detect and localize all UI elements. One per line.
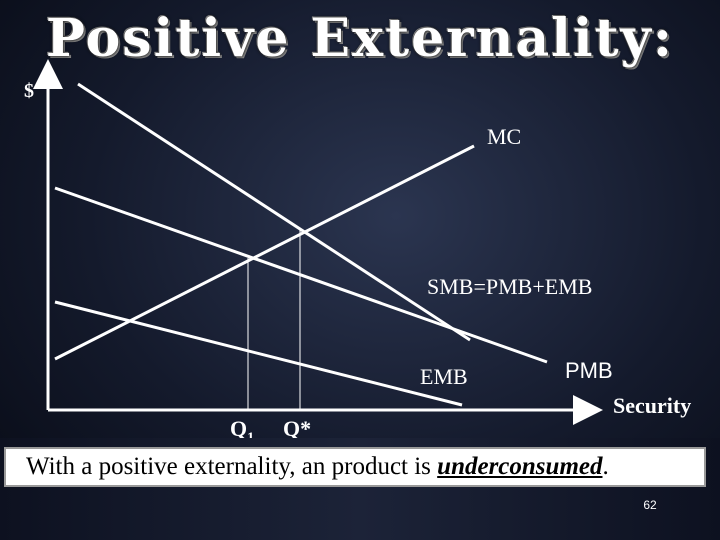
pmb-label: PMB [565, 358, 613, 383]
q1-label-subscript: 1 [247, 430, 254, 445]
caption-suffix: . [602, 453, 609, 480]
slide-title: Positive Externality: [45, 8, 675, 69]
mc-label: MC [487, 124, 522, 149]
caption-emphasis: underconsumed [437, 453, 603, 480]
x-axis-label: Security [613, 393, 692, 418]
caption-box: With a positive externality, an product … [4, 447, 706, 487]
page-number: 62 [643, 498, 657, 512]
pmb-curve [54, 186, 548, 364]
qstar-label: Q* [283, 416, 312, 441]
smb-label: SMB=PMB+EMB [427, 274, 593, 299]
smb-curve [77, 82, 471, 342]
q1-label-base: Q [230, 416, 248, 441]
caption-prefix: With a positive externality, an product … [26, 453, 438, 480]
emb-label: EMB [420, 364, 468, 389]
emb-curve [54, 300, 463, 407]
q1-label: Q1 [230, 416, 254, 446]
y-axis-label: $ [24, 80, 34, 102]
mc-curve [54, 144, 475, 361]
